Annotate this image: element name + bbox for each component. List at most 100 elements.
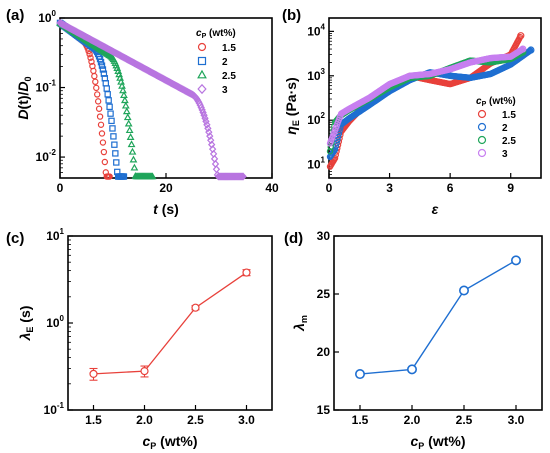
data-point-2 — [107, 110, 114, 117]
y-tick-label: 10-1 — [36, 79, 57, 95]
data-point-2.5 — [121, 101, 130, 109]
panel-c-label: (c) — [6, 230, 24, 247]
y-tick-label: 10-2 — [36, 148, 57, 164]
panel-b-data — [326, 32, 535, 170]
data-point-2 — [104, 91, 111, 98]
y-tick-label: 100 — [46, 314, 64, 330]
x-tick-label: 2.5 — [456, 413, 473, 427]
data-point — [406, 364, 417, 375]
legend-label: 3 — [222, 85, 228, 96]
x-tick-label: 2.0 — [404, 413, 421, 427]
legend-label: 1.5 — [502, 110, 516, 121]
data-point — [191, 303, 200, 312]
data-point-3 — [204, 124, 212, 133]
y-tick-label: 104 — [307, 22, 325, 38]
legend-marker — [197, 56, 207, 66]
data-point-3 — [200, 111, 208, 120]
data-point-2 — [527, 46, 535, 54]
panel-d: (d) 1.5 2.0 2.5 3.0 15 20 25 30 λm cP (wt%) — [284, 229, 543, 451]
data-point-3 — [239, 172, 247, 181]
y-tick-label: 103 — [307, 67, 325, 83]
data-point-2 — [105, 97, 112, 104]
data-point-1.5 — [88, 58, 95, 65]
panel-a-ylabel: D(t)/D0 — [15, 76, 33, 119]
data-point-2.5 — [326, 148, 334, 155]
panel-b-label: (b) — [282, 7, 301, 24]
data-point-3 — [519, 45, 527, 53]
panel-c-data — [89, 268, 251, 381]
legend-label: 2 — [222, 57, 228, 68]
panel-d-ticks: 1.5 2.0 2.5 3.0 15 20 25 30 — [317, 229, 525, 427]
data-point-3 — [201, 114, 209, 123]
x-tick-label: 0 — [57, 181, 64, 195]
y-tick-label: 102 — [307, 111, 325, 127]
panel-d-ylabel: λm — [291, 315, 309, 332]
x-tick-label: 20 — [159, 181, 173, 195]
data-point-1.5 — [94, 98, 102, 105]
legend-marker — [477, 109, 487, 119]
series-line — [359, 259, 517, 375]
legend-label: 3 — [502, 149, 508, 160]
panel-d-xlabel: cP (wt%) — [410, 433, 465, 451]
panel-a: (a) 0 20 40 10-2 10-1 100 D(t)/D0 t (s) cP (w… — [6, 7, 279, 217]
data-point-1.5 — [98, 130, 106, 137]
data-point-2 — [99, 66, 107, 73]
data-point-1.5 — [92, 78, 99, 86]
legend-title: cP (wt%) — [476, 96, 516, 108]
x-tick-label: 3 — [386, 181, 393, 195]
panel-a-legend: cP (wt%) 1.5 2 2.5 3 — [196, 28, 236, 96]
panel-d-frame — [333, 235, 543, 411]
data-point-1.5 — [99, 139, 107, 146]
data-point-2.5 — [130, 163, 139, 171]
panel-b-ylabel: ηE (Pa·s) — [283, 77, 301, 134]
legend-marker — [477, 148, 487, 158]
data-point-2 — [110, 133, 117, 140]
data-point-2.5 — [119, 86, 127, 94]
panel-c-frame — [67, 235, 273, 411]
panel-c: (c) 1.5 2.0 2.5 3.0 10-1 100 101 λE (s) cP (wt… — [6, 227, 273, 451]
x-tick-label: 9 — [507, 181, 514, 195]
data-point-1.5 — [91, 72, 98, 80]
data-point — [510, 255, 521, 266]
data-point — [242, 268, 251, 277]
data-point-1.5 — [86, 50, 93, 58]
data-point — [89, 369, 98, 378]
y-tick-label: 25 — [317, 287, 331, 301]
panel-c-ticks: 1.5 2.0 2.5 3.0 10-1 100 101 — [44, 227, 256, 427]
legend-marker — [197, 69, 207, 79]
legend-label: 1.5 — [222, 43, 236, 54]
y-tick-label: 100 — [38, 9, 56, 25]
panel-a-data — [56, 18, 247, 181]
data-point-1.5 — [100, 148, 108, 156]
legend-marker — [477, 122, 487, 132]
data-point-2.5 — [126, 133, 135, 140]
x-tick-label: 3.0 — [508, 413, 525, 427]
data-point-3 — [198, 105, 206, 114]
data-point-2 — [112, 150, 119, 157]
data-point-2 — [111, 141, 118, 148]
data-point-1.5 — [95, 105, 103, 112]
panel-b-xlabel: ε — [432, 201, 439, 217]
panel-a-ticks: 0 20 40 10-2 10-1 100 — [36, 9, 279, 195]
data-point-3 — [206, 132, 214, 141]
data-point-1.5 — [101, 158, 109, 166]
data-point-2.5 — [148, 172, 157, 180]
data-point — [458, 285, 469, 296]
y-tick-label: 15 — [317, 403, 331, 417]
data-point-1.5 — [87, 54, 94, 61]
data-point-2.5 — [120, 96, 129, 104]
data-point-1.5 — [96, 113, 104, 120]
panel-a-label: (a) — [6, 7, 24, 24]
x-tick-label: 40 — [265, 181, 279, 195]
data-point-3 — [236, 172, 244, 181]
data-point — [140, 366, 149, 376]
data-point-2 — [100, 70, 108, 77]
data-point-3 — [237, 172, 245, 181]
legend-label: 2.5 — [502, 136, 516, 147]
data-point-3 — [212, 165, 221, 174]
data-point-3 — [202, 117, 210, 126]
data-point-2.5 — [129, 155, 138, 163]
data-point-1.5 — [517, 32, 525, 40]
panel-c-ylabel: λE (s) — [17, 306, 35, 342]
y-tick-label: 101 — [46, 227, 64, 243]
